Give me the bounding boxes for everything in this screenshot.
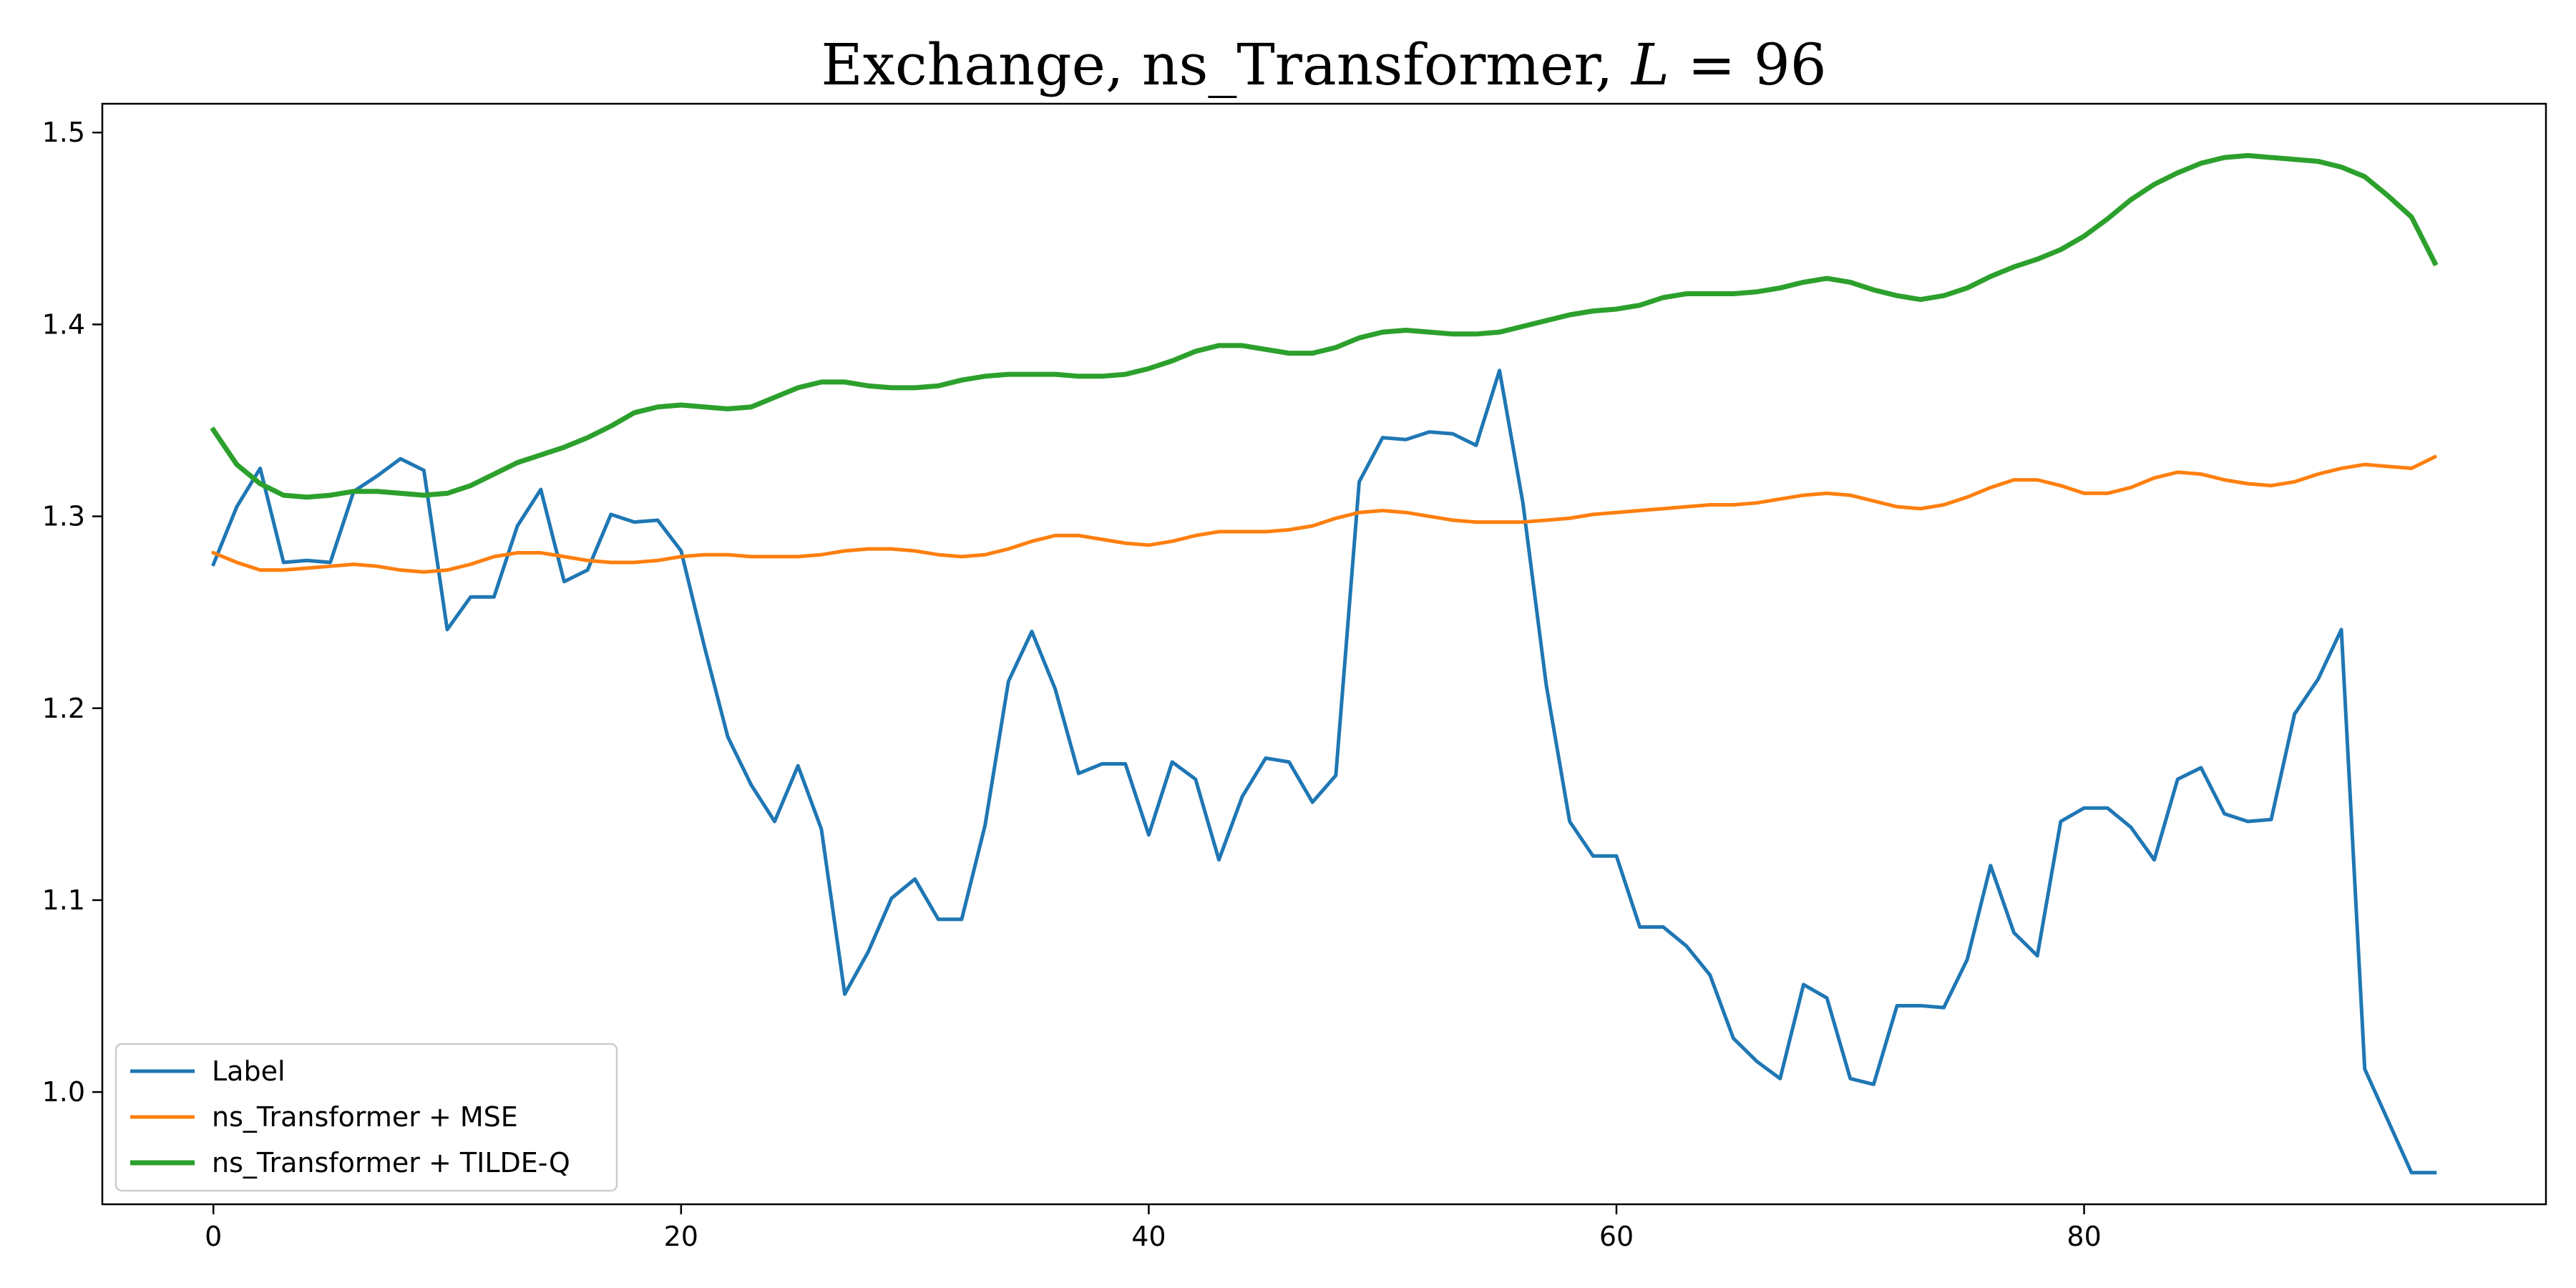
x-tick-label: 80 [2067,1221,2101,1252]
y-tick-label: 1.5 [42,117,85,148]
plot-lines [210,152,2439,1175]
legend-label-1: ns_Transformer + MSE [212,1101,518,1133]
y-tick-label: 1.0 [42,1076,85,1108]
x-tick-label: 20 [664,1221,698,1252]
y-tick-label: 1.4 [42,308,85,340]
y-tick-label: 1.1 [42,884,85,916]
legend-label-2: ns_Transformer + TILDE-Q [212,1147,570,1179]
y-tick-label: 1.3 [42,501,85,532]
y-tick-label: 1.2 [42,693,85,724]
series-line-0 [210,369,2437,1175]
legend: Label ns_Transformer + MSE ns_Transformer … [114,1043,618,1192]
chart-title-suffix: = 96 [1669,31,1827,98]
x-tick-label: 40 [1131,1221,1166,1252]
series-line-1 [210,454,2438,574]
x-tick-label: 0 [205,1221,222,1252]
chart-title: Exchange, ns_Transformer, L = 96 [821,31,1826,98]
chart-title-variable: L [1630,31,1669,98]
legend-label-0: Label [212,1055,286,1087]
series-line-2 [210,152,2439,500]
chart-title-prefix: Exchange, ns_Transformer, [821,31,1631,98]
x-tick-label: 60 [1599,1221,1634,1252]
legend-box [114,1043,618,1192]
plot-frame [101,102,2547,1206]
axes: 0 20 40 60 80 1.0 1.1 1.2 1.3 1.4 1.5 [42,117,2102,1252]
